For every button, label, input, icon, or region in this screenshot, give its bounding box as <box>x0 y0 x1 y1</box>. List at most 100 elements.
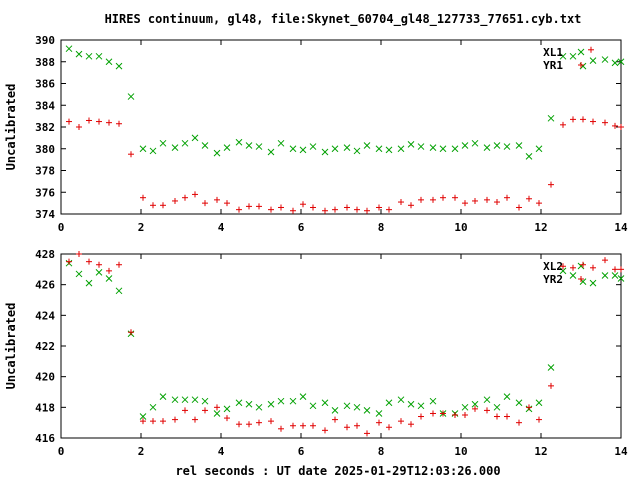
data-point <box>171 396 179 404</box>
legend-symbol <box>578 62 584 68</box>
data-point <box>503 393 511 400</box>
data-point <box>548 181 554 188</box>
data-point <box>95 269 103 276</box>
legend-label: XL1 <box>543 46 563 59</box>
x-tick-label: 4 <box>218 221 225 234</box>
top-panel: 0 2 4 6 8 10 12 14 374 376 378 380 382 384 386 388 390 Un… <box>4 34 628 234</box>
data-point <box>106 267 112 274</box>
data-point <box>462 412 468 418</box>
data-point <box>128 329 134 336</box>
data-point <box>290 422 296 429</box>
plot-frame <box>60 253 622 439</box>
data-point <box>149 403 157 411</box>
data-point <box>256 203 262 210</box>
data-point <box>245 400 253 408</box>
data-point <box>202 200 208 207</box>
data-point <box>192 416 198 423</box>
data-point <box>86 258 92 265</box>
data-point <box>398 199 404 206</box>
data-point <box>472 197 478 204</box>
y-tick-label: 380 <box>35 143 55 156</box>
data-point <box>602 257 608 264</box>
data-point <box>535 399 543 407</box>
legend-marker <box>577 48 585 56</box>
y-tick-label: 382 <box>35 121 55 134</box>
y-axis-label: Uncalibrated <box>4 303 18 390</box>
x-tick-label: 8 <box>378 445 385 458</box>
data-point <box>85 279 93 287</box>
data-point <box>515 399 523 407</box>
y-tick-label: 376 <box>35 186 55 199</box>
data-point <box>494 199 500 206</box>
data-point <box>398 418 404 425</box>
y-tick-label: 420 <box>35 371 55 384</box>
x-tick-label: 14 <box>614 445 628 458</box>
y-tick-label: 424 <box>35 309 55 322</box>
data-point <box>115 62 123 70</box>
data-point <box>612 266 618 273</box>
data-point <box>560 263 566 270</box>
data-point <box>159 393 167 400</box>
data-point <box>408 202 414 209</box>
x-tick-label: 10 <box>454 221 467 234</box>
data-point <box>86 117 92 124</box>
data-point <box>106 119 112 126</box>
y-tick-label: 390 <box>35 34 55 47</box>
data-point <box>526 404 532 411</box>
data-point <box>363 407 371 414</box>
data-point <box>452 412 458 418</box>
data-point <box>364 430 370 437</box>
data-point <box>504 194 510 201</box>
data-point <box>354 206 360 213</box>
data-point <box>462 200 468 207</box>
data-point <box>149 147 157 155</box>
data-point <box>105 275 113 282</box>
data-point <box>364 207 370 214</box>
bottom-panel: 0 2 4 6 8 10 12 14 416 418 420 422 424 426 428 Uncalibr… <box>4 248 628 458</box>
data-point <box>140 418 146 425</box>
data-point <box>289 397 297 405</box>
data-point <box>322 427 328 434</box>
x-tick-label: 12 <box>534 445 547 458</box>
data-point <box>343 402 351 410</box>
data-point <box>127 93 135 100</box>
data-point <box>267 148 275 156</box>
data-point <box>115 287 123 295</box>
data-point <box>493 142 501 149</box>
data-point <box>255 143 263 150</box>
data-point <box>159 139 167 147</box>
data-point <box>267 400 275 408</box>
data-point <box>547 364 555 371</box>
series-yr2 <box>66 251 624 437</box>
data-point <box>618 266 624 273</box>
data-point <box>471 400 479 408</box>
data-point <box>611 59 619 67</box>
data-point <box>255 403 263 411</box>
data-point <box>440 194 446 201</box>
data-point <box>343 144 351 152</box>
series-extra-2 <box>588 46 594 53</box>
data-point <box>601 56 609 63</box>
data-point <box>430 410 436 417</box>
data-point <box>353 403 361 411</box>
data-point <box>139 413 147 420</box>
data-point <box>526 195 532 202</box>
data-point <box>223 144 231 152</box>
data-point <box>590 264 596 271</box>
data-point <box>278 425 284 432</box>
data-point <box>363 142 371 149</box>
data-point <box>397 396 405 404</box>
data-point <box>214 404 220 411</box>
data-point <box>461 403 469 411</box>
data-point <box>277 397 285 405</box>
data-point <box>299 393 307 400</box>
data-point <box>76 251 82 257</box>
data-point <box>483 144 491 152</box>
y-tick-label: 416 <box>35 432 55 445</box>
data-point <box>611 272 619 279</box>
x-axis-label: rel seconds : UT date 2025-01-29T12:03:2… <box>175 464 500 478</box>
data-point <box>201 397 209 405</box>
y-axis-label: Uncalibrated <box>4 84 18 171</box>
data-point <box>602 119 608 126</box>
